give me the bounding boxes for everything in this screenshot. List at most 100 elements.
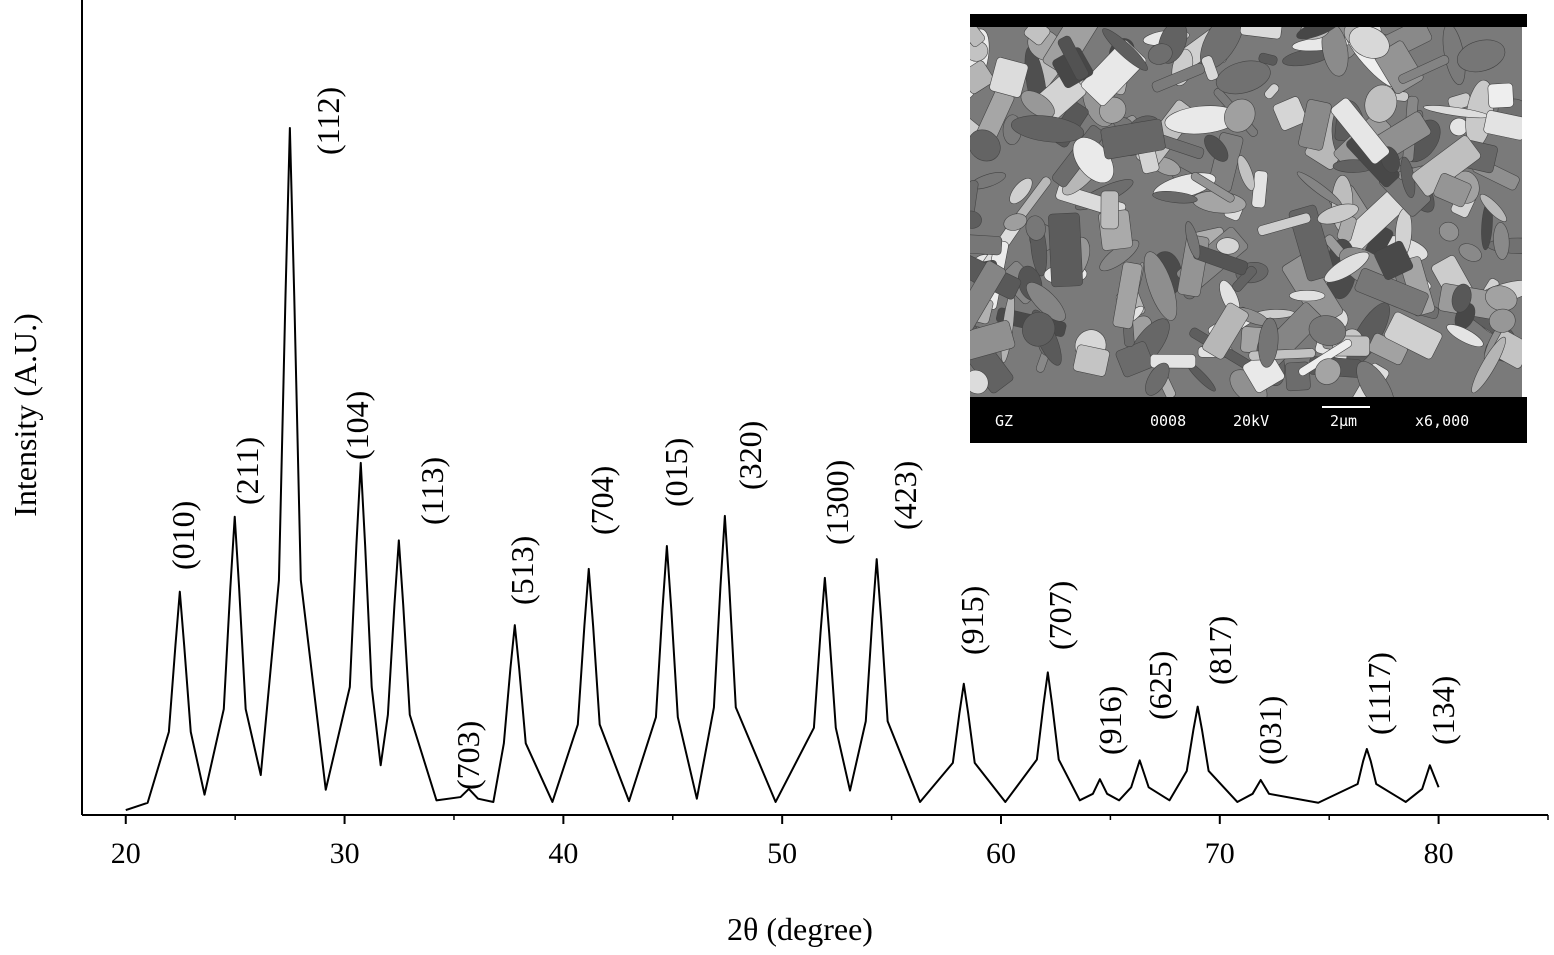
sem-grain <box>1289 290 1326 302</box>
x-axis-label: 2θ (degree) <box>727 911 873 947</box>
sem-grain <box>1204 134 1229 162</box>
sem-grain <box>1023 27 1051 46</box>
inset-top-bar <box>970 14 1527 27</box>
sem-grain <box>1239 27 1283 40</box>
sem-grain <box>1308 315 1347 346</box>
sem-grain <box>1451 283 1472 313</box>
sem-grain <box>1143 251 1178 321</box>
sem-grain <box>970 129 1001 162</box>
peak-label: (707) <box>1042 581 1078 650</box>
sem-inset <box>970 14 1527 443</box>
sem-grain <box>1021 311 1056 347</box>
inset-label: x6,000 <box>1415 412 1469 430</box>
peak-label: (817) <box>1202 616 1238 685</box>
peak-label: (1300) <box>819 460 855 545</box>
sem-grain <box>1100 118 1166 160</box>
sem-grain <box>1493 222 1510 260</box>
sem-grain <box>1048 212 1083 288</box>
peak-label: (010) <box>165 501 201 570</box>
peak-label: (1117) <box>1361 652 1397 735</box>
peak-label: (916) <box>1092 686 1128 755</box>
inset-label: 0008 <box>1150 412 1186 430</box>
peak-label: (015) <box>658 438 694 507</box>
sem-grain <box>1374 240 1414 280</box>
sem-grain <box>1433 173 1472 208</box>
sem-grain <box>1446 324 1484 348</box>
sem-grain <box>1151 63 1206 93</box>
sem-grain <box>1102 28 1148 71</box>
sem-grain <box>1100 190 1119 230</box>
inset-label: 2μm <box>1330 412 1357 430</box>
sem-grain <box>1020 90 1055 119</box>
sem-texture <box>970 27 1522 397</box>
sem-grain <box>1042 27 1104 76</box>
sem-grain <box>1384 311 1443 360</box>
sem-grain <box>1057 35 1089 81</box>
sem-grain <box>1025 215 1046 241</box>
sem-grain <box>1010 115 1085 143</box>
sem-grain <box>1147 43 1173 65</box>
peak-label: (704) <box>584 466 620 535</box>
sem-grain <box>970 210 982 229</box>
sem-grain <box>1232 265 1257 292</box>
y-axis-label: Intensity (A.U.) <box>7 313 43 517</box>
sem-grain <box>1298 99 1332 151</box>
inset-info-bar <box>970 397 1527 443</box>
sem-grain <box>1237 155 1255 191</box>
sem-grain <box>1479 193 1507 222</box>
sem-grain <box>1458 243 1482 262</box>
sem-grain <box>970 320 1016 361</box>
sem-grain <box>989 57 1029 98</box>
sem-grain <box>970 172 1007 190</box>
sem-grain <box>1185 221 1201 260</box>
sem-grain <box>1152 191 1198 204</box>
sem-grain <box>1439 221 1460 242</box>
sem-grain <box>1398 54 1450 84</box>
peak-label: (211) <box>229 437 265 505</box>
peak-label: (625) <box>1142 651 1178 720</box>
sem-grain <box>1348 27 1390 59</box>
x-tick-label: 80 <box>1424 837 1454 870</box>
sem-grain <box>1190 172 1235 203</box>
sem-grain <box>1356 361 1395 397</box>
inset-label: GZ <box>995 412 1013 430</box>
x-tick-label: 40 <box>548 837 578 870</box>
sem-grain <box>1487 82 1514 109</box>
sem-grain <box>970 180 979 225</box>
peak-label: (112) <box>310 87 346 155</box>
sem-grain <box>1009 177 1033 205</box>
x-tick-label: 70 <box>1205 837 1235 870</box>
peak-label: (104) <box>339 391 375 460</box>
peak-label: (703) <box>450 721 486 790</box>
sem-grain <box>970 233 1003 256</box>
sem-grain <box>1354 268 1429 317</box>
sem-grain <box>1145 362 1170 396</box>
sem-grain <box>1258 52 1278 66</box>
sem-grain <box>1483 110 1522 141</box>
peak-label: (915) <box>954 586 990 655</box>
x-tick-label: 20 <box>111 837 141 870</box>
sem-grain <box>1202 302 1249 360</box>
peak-label: (513) <box>504 536 540 605</box>
sem-grain <box>1216 237 1240 255</box>
sem-grain <box>1264 83 1280 99</box>
sem-grain <box>1456 39 1506 73</box>
sem-grain <box>1364 84 1398 123</box>
sem-grain <box>1330 97 1390 165</box>
sem-grain <box>1296 27 1341 40</box>
sem-grain <box>1215 60 1271 95</box>
sem-grain <box>1321 27 1349 77</box>
x-tick-label: 30 <box>330 837 360 870</box>
sem-grain <box>1003 213 1028 231</box>
peak-label: (423) <box>887 461 923 530</box>
sem-grain <box>1072 344 1110 377</box>
sem-grain <box>1471 336 1506 394</box>
xrd-pattern <box>125 126 1440 812</box>
peak-label: (134) <box>1425 676 1461 745</box>
peak-label: (113) <box>414 457 450 525</box>
sem-grain <box>1026 282 1066 322</box>
x-tick-label: 60 <box>986 837 1016 870</box>
sem-grain <box>1272 96 1308 131</box>
peak-label: (320) <box>732 421 768 490</box>
